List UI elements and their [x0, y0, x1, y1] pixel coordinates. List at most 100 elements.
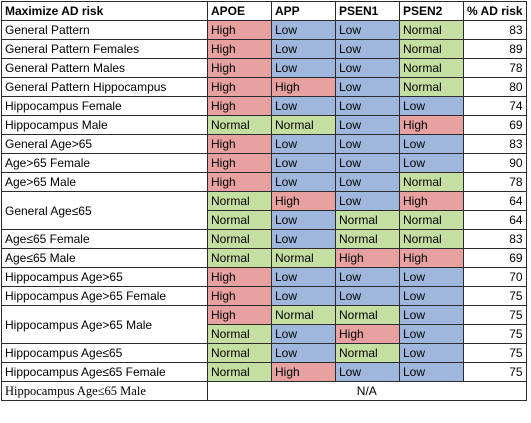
table-row: Age≤65 Female Normal Low Normal Normal 83 [1, 229, 527, 249]
psen1-level-cell: Low [335, 77, 400, 97]
app-level-cell: Low [271, 58, 336, 78]
psen1-level-cell: Low [335, 20, 400, 40]
psen1-level-cell: Low [335, 96, 400, 116]
apoe-level-cell: High [207, 39, 272, 59]
apoe-level-cell: Normal [207, 210, 272, 230]
psen1-level-cell: Normal [335, 343, 400, 363]
table-row: Age>65 Male High Low Low Normal 78 [1, 172, 527, 192]
psen1-level-cell: Normal [335, 210, 400, 230]
psen2-level-cell: Low [399, 134, 464, 154]
row-label: General Age>65 [1, 134, 208, 154]
apoe-level-cell: High [207, 134, 272, 154]
apoe-level-cell: Normal [207, 191, 272, 211]
not-available-cell: N/A [207, 381, 527, 401]
apoe-level-cell: High [207, 153, 272, 173]
apoe-level-cell: Normal [207, 362, 272, 382]
psen1-level-cell: Normal [335, 229, 400, 249]
apoe-level-cell: High [207, 267, 272, 287]
psen1-level-cell: Low [335, 58, 400, 78]
table-row: Hippocampus Age>65 Male High Normal Normal L… [1, 305, 527, 344]
ad-risk-percent-cell: 74 [463, 96, 527, 116]
row-label: Hippocampus Age≤65 Female [1, 362, 208, 382]
header-app: APP [271, 1, 336, 21]
ad-risk-percent-cell: 83 [463, 134, 527, 154]
apoe-level-cell: Normal [207, 229, 272, 249]
app-level-cell: Low [271, 286, 336, 306]
header-apoe: APOE [207, 1, 272, 21]
psen1-level-cell: Normal [335, 305, 400, 325]
ad-risk-percent-cell: 69 [463, 248, 527, 268]
table-row: Age>65 Female High Low Low Low 90 [1, 153, 527, 173]
table-row: Age≤65 Male Normal Normal High High 69 [1, 248, 527, 268]
app-level-cell: High [271, 362, 336, 382]
table-row: Hippocampus Age>65 Female High Low Low Low 75 [1, 286, 527, 306]
row-label: Hippocampus Age≤65 Male [1, 381, 208, 401]
app-level-cell: Low [271, 20, 336, 40]
table-body: General Pattern High Low Low Normal 83 General… [1, 20, 527, 401]
row-label: General Pattern [1, 20, 208, 40]
row-label: General Pattern Males [1, 58, 208, 78]
ad-risk-percent-cell: 64 [463, 191, 527, 211]
psen2-level-cell: Normal [399, 20, 464, 40]
apoe-level-cell: High [207, 77, 272, 97]
apoe-level-cell: High [207, 58, 272, 78]
table-row: Hippocampus Age>65 High Low Low Low 70 [1, 267, 527, 287]
app-level-cell: Low [271, 153, 336, 173]
psen1-level-cell: Low [335, 153, 400, 173]
psen1-level-cell: Low [335, 362, 400, 382]
app-level-cell: Low [271, 96, 336, 116]
header-maximize-ad-risk: Maximize AD risk [1, 1, 208, 21]
app-level-cell: Normal [271, 248, 336, 268]
table-row: Hippocampus Age≤65 Female Normal High Low Lo… [1, 362, 527, 382]
apoe-level-cell: High [207, 172, 272, 192]
psen1-level-cell: Low [335, 39, 400, 59]
app-level-cell: Low [271, 324, 336, 344]
app-level-cell: Low [271, 172, 336, 192]
psen2-level-cell: Normal [399, 172, 464, 192]
psen2-level-cell: Normal [399, 39, 464, 59]
header-psen1: PSEN1 [335, 1, 400, 21]
apoe-level-cell: Normal [207, 343, 272, 363]
row-label: General Pattern Hippocampus [1, 77, 208, 97]
ad-risk-percent-cell: 89 [463, 39, 527, 59]
psen2-level-cell: Low [399, 305, 464, 325]
row-label: Age>65 Male [1, 172, 208, 192]
ad-risk-percent-cell: 78 [463, 172, 527, 192]
table-row: General Pattern Females High Low Low Normal 8… [1, 39, 527, 59]
row-label: Hippocampus Age>65 [1, 267, 208, 287]
psen1-level-cell: Low [335, 115, 400, 135]
row-label: General Pattern Females [1, 39, 208, 59]
ad-risk-percent-cell: 90 [463, 153, 527, 173]
ad-risk-percent-cell: 70 [463, 267, 527, 287]
psen2-level-cell: High [399, 248, 464, 268]
ad-risk-percent-cell: 75 [463, 286, 527, 306]
ad-risk-percent-cell: 78 [463, 58, 527, 78]
app-level-cell: High [271, 77, 336, 97]
table-row: General Age>65 High Low Low Low 83 [1, 134, 527, 154]
ad-risk-percent-cell: 75 [463, 324, 527, 344]
ad-risk-percent-cell: 75 [463, 343, 527, 363]
psen2-level-cell: High [399, 191, 464, 211]
row-label: Age≤65 Female [1, 229, 208, 249]
app-level-cell: Low [271, 229, 336, 249]
ad-risk-percent-cell: 83 [463, 20, 527, 40]
ad-risk-percent-cell: 75 [463, 362, 527, 382]
row-label: Hippocampus Age>65 Female [1, 286, 208, 306]
table-row: Hippocampus Female High Low Low Low 74 [1, 96, 527, 116]
table-row: General Age≤65 Normal High Low High 64 [1, 191, 527, 230]
app-level-cell: Low [271, 210, 336, 230]
table-row: Hippocampus Male Normal Normal Low High 69 [1, 115, 527, 135]
app-level-cell: Low [271, 267, 336, 287]
psen2-level-cell: High [399, 115, 464, 135]
psen1-level-cell: Low [335, 286, 400, 306]
psen2-level-cell: Low [399, 96, 464, 116]
row-label: Age≤65 Male [1, 248, 208, 268]
apoe-level-cell: Normal [207, 324, 272, 344]
psen1-level-cell: Low [335, 191, 400, 211]
psen2-level-cell: Low [399, 324, 464, 344]
header-psen2: PSEN2 [399, 1, 464, 21]
apoe-level-cell: High [207, 286, 272, 306]
table-row: Hippocampus Age≤65 Male N/A [1, 381, 527, 401]
apoe-level-cell: High [207, 96, 272, 116]
ad-risk-table: Maximize AD risk APOE APP PSEN1 PSEN2 % … [1, 1, 527, 401]
